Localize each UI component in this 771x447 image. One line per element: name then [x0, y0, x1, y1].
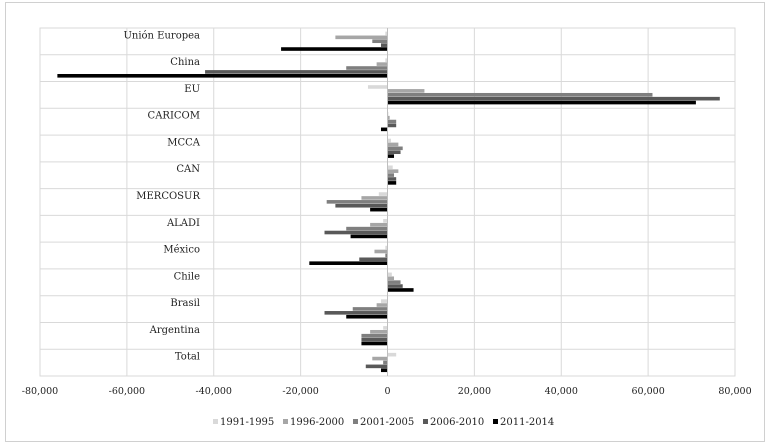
- bar: [387, 169, 399, 173]
- x-tick-label: -60,000: [109, 386, 145, 397]
- bar: [383, 219, 388, 223]
- x-tick-label: 80,000: [718, 386, 751, 397]
- x-tick-label: -20,000: [282, 386, 318, 397]
- bar: [281, 47, 388, 51]
- bar: [376, 303, 388, 307]
- category-label: EU: [184, 84, 200, 95]
- category-label: Brasil: [170, 298, 200, 309]
- category-label: CAN: [176, 164, 200, 175]
- bar: [372, 39, 388, 44]
- x-tick-label: 20,000: [458, 386, 491, 397]
- bar: [361, 333, 388, 338]
- bar: [387, 119, 397, 124]
- legend-label: 2001-2005: [360, 417, 414, 428]
- legend-swatch: [353, 419, 358, 424]
- bar: [387, 173, 395, 177]
- bar: [361, 341, 388, 346]
- bar: [370, 222, 388, 227]
- bar: [365, 364, 388, 369]
- category-label: China: [170, 57, 200, 68]
- bar: [387, 138, 391, 143]
- bar: [387, 181, 397, 185]
- bar: [376, 62, 388, 66]
- category-label: Chile: [174, 271, 200, 282]
- bar: [205, 70, 388, 74]
- legend-swatch: [213, 419, 218, 424]
- bar: [380, 299, 388, 303]
- bar: [380, 127, 388, 132]
- category-label: Total: [175, 352, 200, 363]
- bar: [387, 96, 720, 101]
- bar: [380, 43, 388, 47]
- chart-frame: [5, 2, 765, 442]
- legend-label: 2011-2014: [500, 417, 554, 428]
- bar: [387, 142, 399, 147]
- bar: [387, 146, 403, 151]
- bar: [361, 196, 388, 200]
- bar: [378, 192, 388, 196]
- bar: [387, 352, 397, 357]
- x-tick-label: -80,000: [22, 386, 58, 397]
- category-label: CARICOM: [148, 111, 200, 122]
- bar: [387, 288, 414, 292]
- bar: [372, 356, 388, 361]
- bar: [352, 307, 388, 311]
- bar: [383, 360, 388, 365]
- bar: [374, 249, 388, 254]
- bar: [387, 154, 395, 158]
- bar: [387, 165, 393, 170]
- bar: [370, 207, 388, 212]
- bar: [309, 261, 388, 265]
- bar: [57, 74, 388, 78]
- bar: [367, 85, 388, 89]
- x-tick-label: 60,000: [632, 386, 665, 397]
- category-label: México: [163, 245, 200, 256]
- bar: [387, 280, 401, 284]
- bar: [346, 226, 388, 231]
- bar: [387, 276, 395, 281]
- x-tick-label: 0: [384, 386, 390, 397]
- bar: [380, 368, 388, 373]
- bar: [387, 100, 696, 105]
- bar: [324, 230, 388, 235]
- bar: [385, 245, 388, 250]
- bar: [387, 89, 425, 93]
- legend-swatch: [493, 419, 498, 424]
- bar: [359, 257, 388, 262]
- bar: [385, 58, 388, 63]
- x-tick-label: 40,000: [545, 386, 578, 397]
- legend-label: 1991-1995: [220, 417, 274, 428]
- bar: [387, 92, 653, 97]
- bar: [387, 150, 401, 155]
- legend-label: 2006-2010: [430, 417, 484, 428]
- bar: [370, 329, 388, 334]
- bar: [324, 311, 388, 315]
- bar: [387, 177, 397, 181]
- bar: [383, 326, 388, 330]
- category-label: Argentina: [149, 325, 200, 336]
- bar: [385, 31, 388, 36]
- bar: [361, 337, 388, 342]
- bar: [346, 66, 388, 70]
- category-label: MCCA: [167, 137, 201, 148]
- bar: [387, 272, 392, 277]
- bar: [346, 314, 388, 319]
- bar: [387, 115, 390, 120]
- category-label: ALADI: [166, 218, 200, 229]
- bar: [335, 35, 388, 40]
- category-label: Unión Europea: [123, 30, 200, 41]
- bar: [387, 123, 397, 128]
- x-tick-label: -40,000: [196, 386, 232, 397]
- bar: [350, 234, 388, 239]
- category-label: MERCOSUR: [136, 191, 200, 202]
- bar: [335, 203, 388, 208]
- bar: [387, 284, 403, 288]
- bar: [326, 200, 388, 204]
- legend-swatch: [283, 419, 288, 424]
- legend-label: 1996-2000: [290, 417, 344, 428]
- legend-swatch: [423, 419, 428, 424]
- bar: [385, 253, 388, 258]
